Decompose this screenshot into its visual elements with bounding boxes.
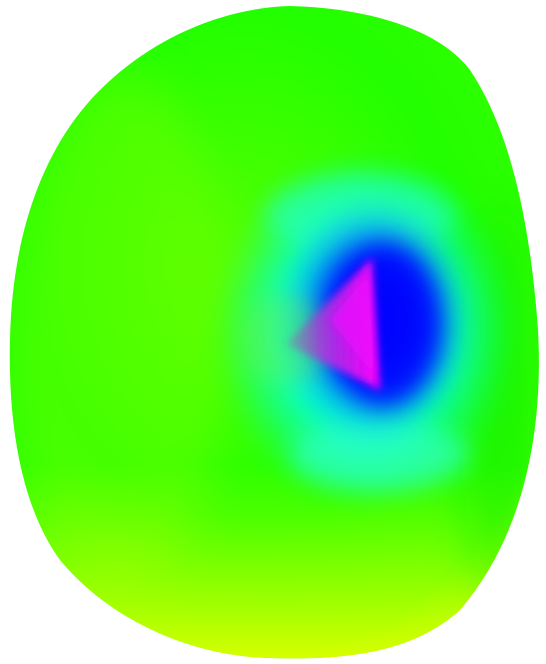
rendered-3d-blob: [9, 6, 539, 659]
blob-body: [9, 6, 539, 659]
